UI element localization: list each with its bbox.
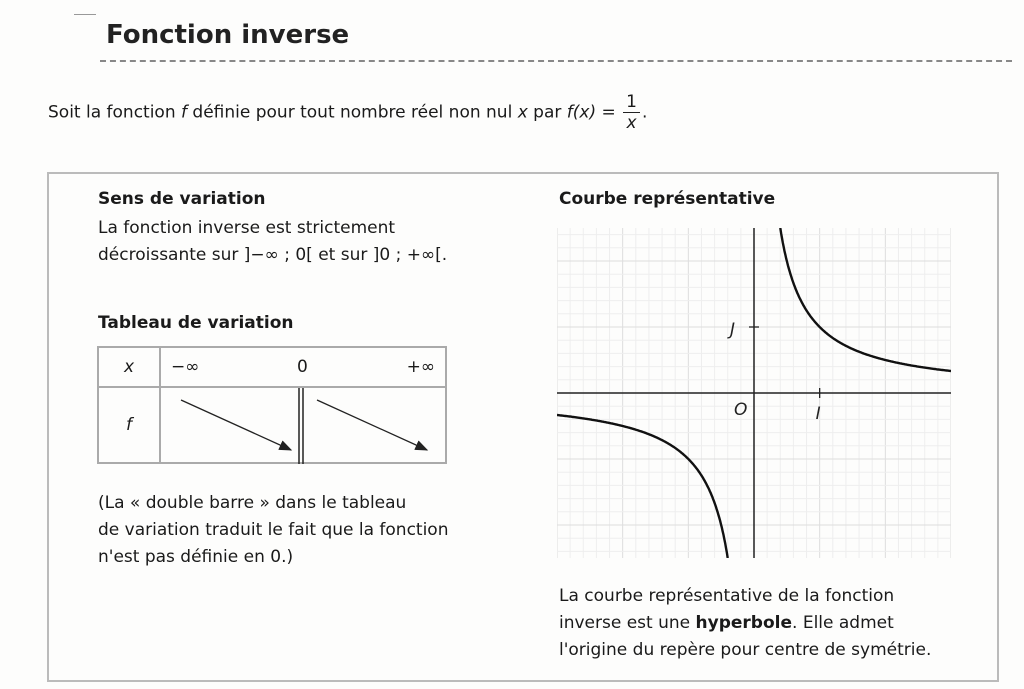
title-divider xyxy=(100,60,1012,62)
curve-caption: La courbe représentative de la fonction … xyxy=(559,583,979,664)
decreasing-arrow-right xyxy=(316,399,429,451)
intro-x: x xyxy=(517,102,528,123)
caption-line: La courbe représentative de la fonction xyxy=(559,586,895,606)
note-line: (La « double barre » dans le tableau xyxy=(98,493,407,513)
tableau-heading: Tableau de variation xyxy=(98,313,294,333)
x-label: x xyxy=(123,357,135,377)
intro-text: Soit la fonction f définie pour tout nom… xyxy=(48,92,647,133)
i-label: I xyxy=(816,404,821,424)
hyperbola-branch-positive xyxy=(779,228,951,373)
decreasing-arrow-left xyxy=(180,399,293,451)
note-line: de variation traduit le fait que la fonc… xyxy=(98,520,449,540)
f-variation-cell xyxy=(159,386,447,464)
intro-part: . xyxy=(641,102,648,123)
hyperbola-branch-negative xyxy=(557,413,729,558)
intro-part: définie pour tout nombre réel non nul xyxy=(187,102,518,123)
caption-bold: hyperbole xyxy=(695,613,793,633)
zero-value: 0 xyxy=(297,357,308,377)
f-label: f xyxy=(126,415,132,435)
intro-part: par xyxy=(527,102,567,123)
sens-heading: Sens de variation xyxy=(98,189,266,209)
intro-part: Soit la fonction xyxy=(48,102,182,123)
x-values-cell: −∞ 0 +∞ xyxy=(159,346,447,388)
note-text: (La « double barre » dans le tableau de … xyxy=(98,490,448,571)
caption-line: l'origine du repère pour centre de symét… xyxy=(559,640,932,660)
caption-line: inverse est une hyperbole. Elle admet xyxy=(559,610,979,637)
j-label: J xyxy=(727,320,735,340)
sens-line: La fonction inverse est strictement xyxy=(98,218,396,238)
plus-infinity: +∞ xyxy=(406,357,435,377)
note-line: n'est pas définie en 0.) xyxy=(98,547,294,567)
intro-fx: f(x) = xyxy=(566,102,622,123)
minus-infinity: −∞ xyxy=(171,357,200,377)
variation-arrows xyxy=(180,388,429,464)
sens-line: décroissante sur ]−∞ ; 0[ et sur ]0 ; +∞… xyxy=(98,245,448,265)
origin-label: O xyxy=(734,400,747,420)
hyperbola-graph: O I J xyxy=(557,228,951,558)
denominator: x xyxy=(626,113,637,133)
sens-text: La fonction inverse est strictement décr… xyxy=(98,215,447,269)
courbe-heading: Courbe représentative xyxy=(559,189,776,209)
page-title: Fonction inverse xyxy=(106,20,350,50)
variation-table: x −∞ 0 +∞ f xyxy=(97,346,447,464)
numerator: 1 xyxy=(623,92,640,113)
content-box xyxy=(47,172,999,682)
x-label-cell: x xyxy=(97,346,161,388)
caption-part: . Elle admet xyxy=(792,613,894,633)
intro-f: f xyxy=(181,102,188,123)
caption-part: inverse est une xyxy=(559,613,696,633)
top-mark xyxy=(74,14,96,15)
f-label-cell: f xyxy=(97,386,161,464)
